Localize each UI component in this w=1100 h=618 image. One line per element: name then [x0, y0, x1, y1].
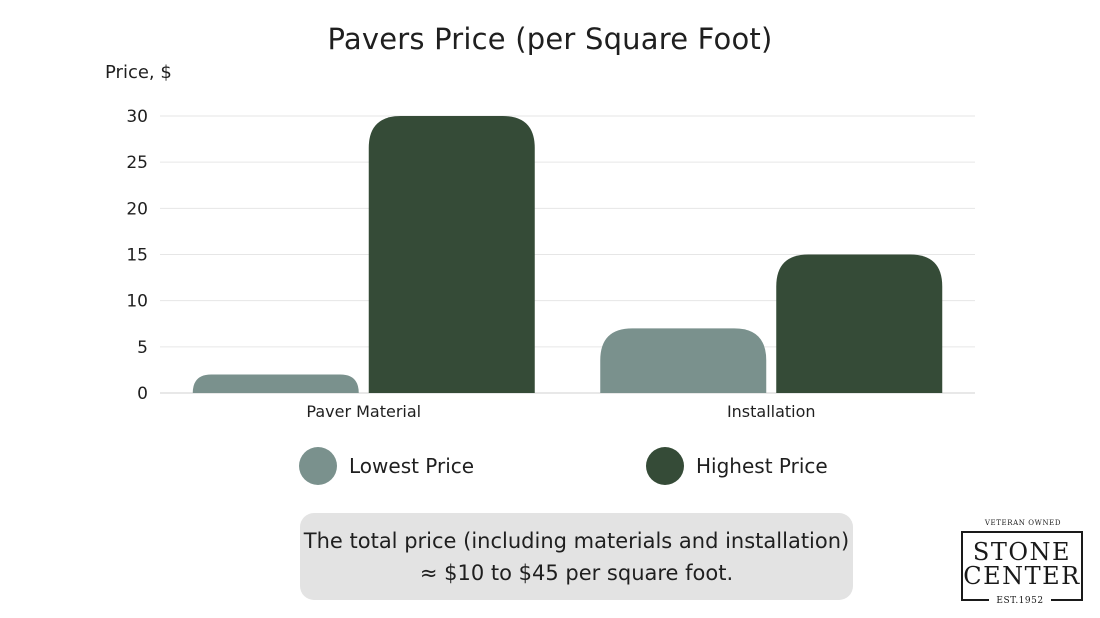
x-tick-label-0: Paver Material — [306, 402, 421, 421]
bar-highest-0 — [368, 116, 535, 393]
y-tick-label-0: 0 — [137, 384, 148, 404]
price-note: The total price (including materials and… — [300, 513, 853, 600]
stone-center-logo: VETERAN OWNED STONE CENTER EST.1952 — [959, 519, 1087, 607]
y-tick-label-20: 20 — [126, 199, 148, 219]
legend-label-lowest: Lowest Price — [349, 454, 475, 478]
logo-established: EST.1952 — [989, 595, 1051, 607]
y-tick-label-5: 5 — [137, 338, 148, 358]
logo-line-2: CENTER — [963, 562, 1081, 590]
bar-lowest-1 — [600, 328, 767, 393]
y-tick-label-30: 30 — [126, 107, 148, 127]
logo-line-1: STONE — [972, 538, 1072, 566]
bar-lowest-0 — [192, 374, 359, 393]
legend-item-highest: Highest Price — [646, 446, 828, 486]
y-tick-label-10: 10 — [126, 292, 148, 312]
y-axis-label: Price, $ — [105, 62, 172, 83]
bar-chart: 0 5 10 15 20 25 30 Paver Material Installation — [126, 107, 975, 421]
bar-highest-1 — [776, 254, 943, 393]
legend-label-highest: Highest Price — [696, 454, 828, 478]
y-tick-label-15: 15 — [126, 246, 148, 266]
x-tick-label-1: Installation — [727, 402, 816, 421]
legend-item-lowest: Lowest Price — [299, 446, 474, 486]
note-line-1: The total price (including materials and… — [303, 528, 850, 553]
y-tick-label-25: 25 — [126, 153, 148, 173]
note-line-2: ≈ $10 to $45 per square foot. — [419, 560, 734, 585]
legend: Lowest Price Highest Price — [0, 446, 1100, 486]
legend-swatch-lowest — [299, 447, 337, 485]
logo-frame: STONE CENTER — [961, 531, 1083, 601]
logo-tagline: VETERAN OWNED — [984, 519, 1062, 527]
legend-swatch-highest — [646, 447, 684, 485]
chart-title: Pavers Price (per Square Foot) — [327, 22, 773, 56]
